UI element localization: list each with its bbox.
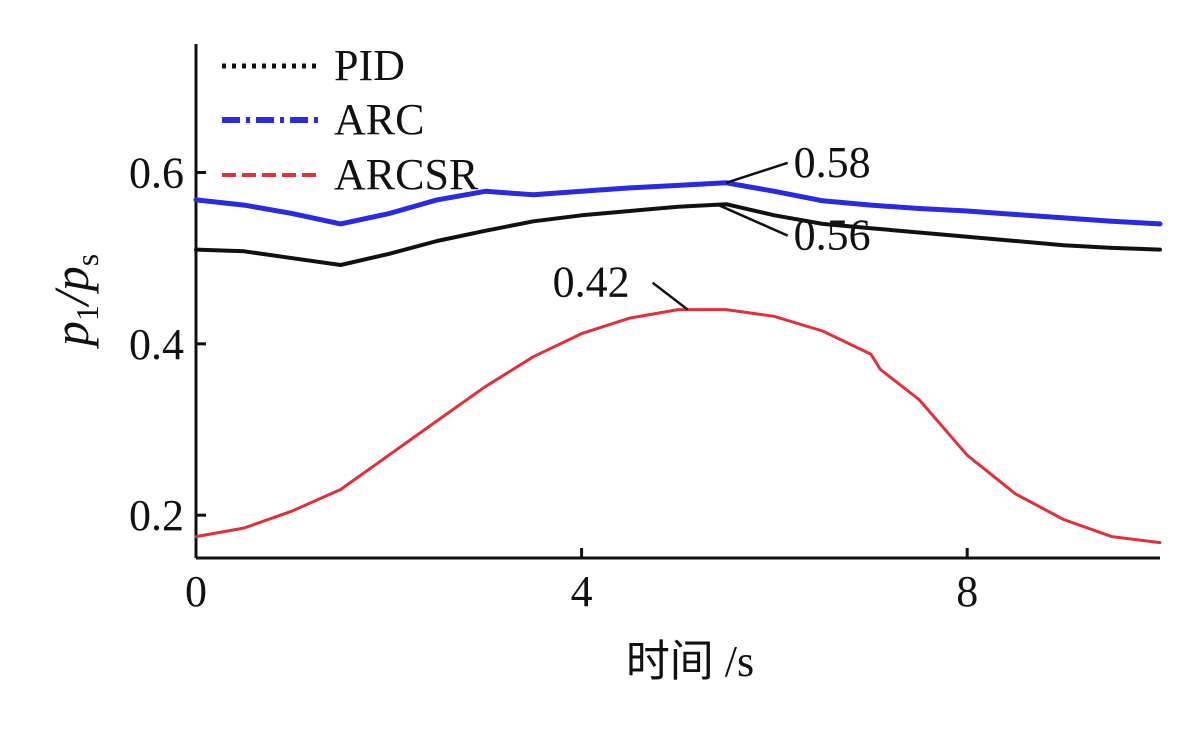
annotations: 0.58 0.56 0.42	[553, 138, 871, 311]
series-lines	[193, 180, 1163, 545]
x-tick-label: 0	[185, 567, 207, 616]
legend-label-arcsr: ARCSR	[334, 150, 479, 199]
axes	[194, 44, 1160, 560]
ylabel-slash: /	[43, 287, 99, 308]
legend: PID ARC ARCSR	[222, 41, 479, 199]
series-line-arc	[193, 180, 1163, 227]
annotation-leader	[725, 161, 789, 184]
x-tick-label: 8	[956, 567, 978, 616]
ylabel-sub2: s	[69, 254, 105, 266]
series-line-arcsr	[194, 308, 1162, 545]
legend-label-arc: ARC	[334, 95, 424, 144]
y-tick-label: 0.4	[129, 320, 184, 369]
annotation-label: 0.56	[794, 211, 871, 260]
y-tick-label: 0.6	[129, 149, 184, 198]
x-tick-label: 4	[571, 567, 593, 616]
annotation-leader	[651, 281, 689, 311]
series-line-pid	[194, 202, 1162, 267]
ylabel-p2: p	[43, 266, 99, 294]
ticks: 0 4 8 0.2 0.4 0.6	[129, 149, 978, 617]
x-axis-title: 时间 /s	[626, 637, 754, 686]
ylabel-sub1: 1	[69, 305, 105, 321]
annotation-label: 0.42	[553, 258, 630, 307]
annotation-label: 0.58	[794, 138, 871, 187]
svg-text:p1/ps: p1/ps	[43, 254, 105, 349]
y-axis-title: p1/ps	[43, 254, 105, 349]
annotation-leader	[716, 203, 789, 237]
y-tick-label: 0.2	[129, 491, 184, 540]
ylabel-p1: p	[43, 321, 99, 349]
legend-label-pid: PID	[334, 41, 405, 90]
